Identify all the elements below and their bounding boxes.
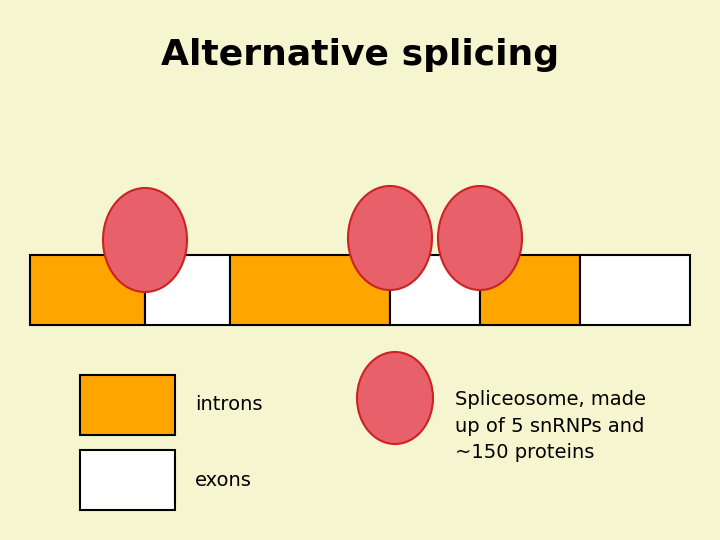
Ellipse shape bbox=[357, 352, 433, 444]
Bar bbox=[230, 255, 390, 325]
Bar bbox=[580, 255, 690, 325]
Bar bbox=[30, 255, 145, 325]
Text: Alternative splicing: Alternative splicing bbox=[161, 38, 559, 72]
Ellipse shape bbox=[348, 186, 432, 290]
Bar bbox=[80, 375, 175, 435]
Bar bbox=[480, 255, 580, 325]
Bar bbox=[145, 255, 230, 325]
Text: introns: introns bbox=[195, 395, 263, 415]
Bar bbox=[80, 450, 175, 510]
Ellipse shape bbox=[103, 188, 187, 292]
Bar bbox=[390, 255, 480, 325]
Ellipse shape bbox=[438, 186, 522, 290]
Text: Spliceosome, made
up of 5 snRNPs and
~150 proteins: Spliceosome, made up of 5 snRNPs and ~15… bbox=[455, 390, 646, 462]
Text: exons: exons bbox=[195, 470, 252, 489]
